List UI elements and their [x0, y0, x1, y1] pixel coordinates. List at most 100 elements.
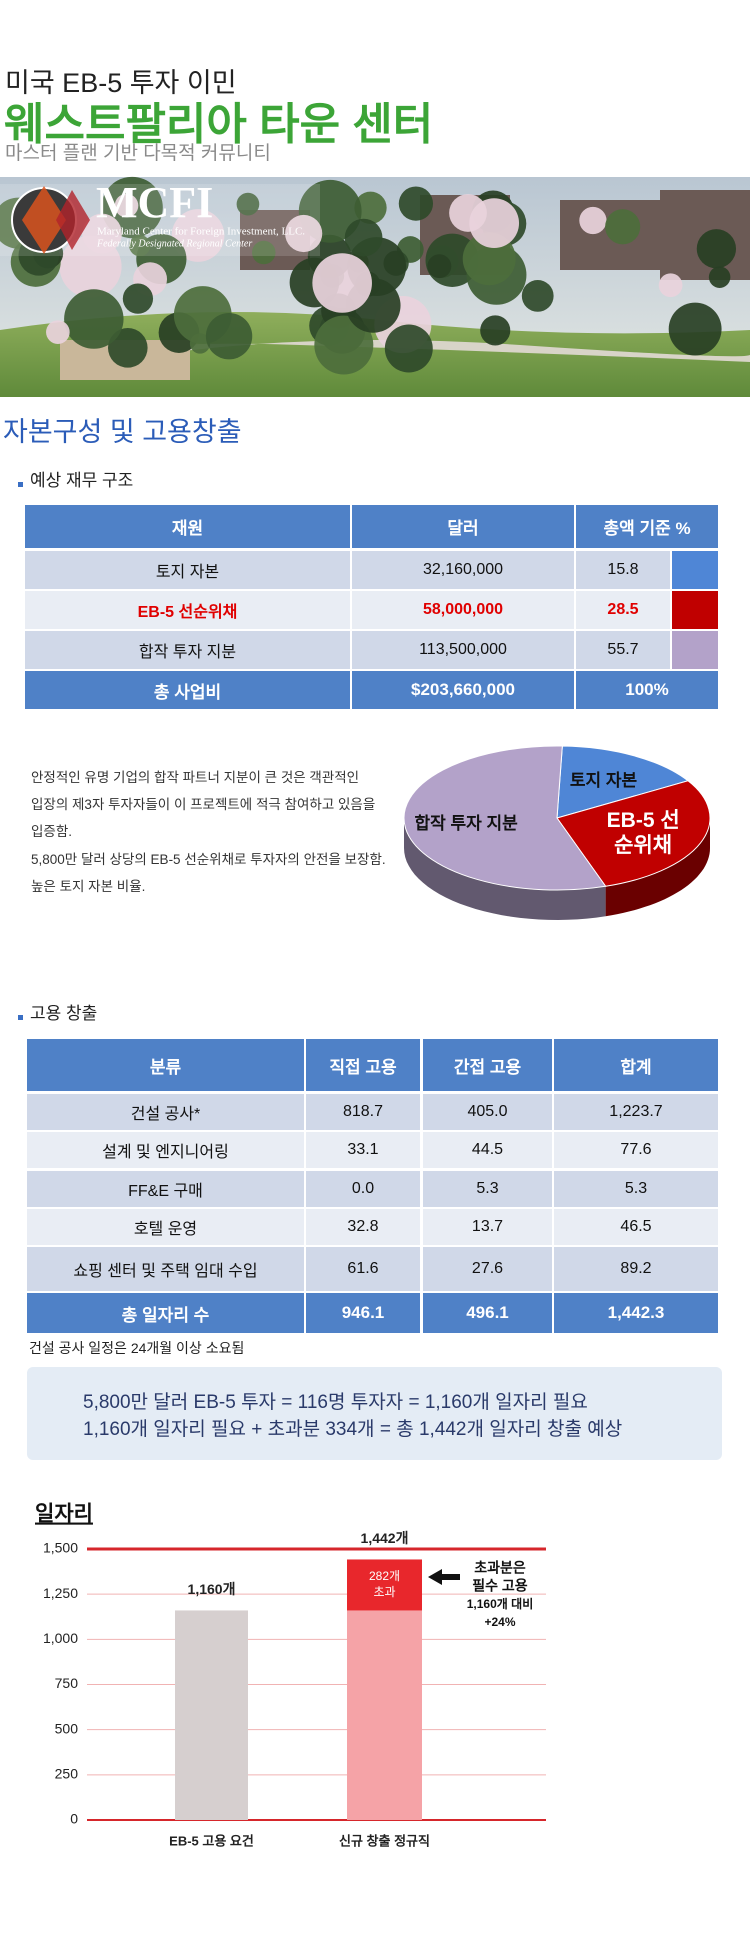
table-cell: 33.1: [306, 1132, 420, 1168]
annotation: 1,160개 대비: [467, 1596, 533, 1611]
table-cell: 직접 고용: [306, 1039, 420, 1091]
tree: [107, 328, 148, 368]
table-cell: 분류: [27, 1039, 304, 1091]
table-cell: EB-5 선순위채: [25, 591, 350, 629]
summary-line: 1,160개 일자리 필요 + 초과분 334개 = 총 1,442개 일자리 …: [83, 1419, 623, 1440]
description-line: 입증함.: [31, 824, 73, 839]
annotation: 필수 고용: [472, 1578, 528, 1594]
annotation: +24%: [484, 1615, 515, 1629]
description-line: 높은 토지 자본 비율.: [31, 879, 146, 894]
tree: [205, 312, 253, 360]
table-cell: 496.1: [423, 1293, 552, 1333]
x-tick-label: EB-5 고용 요건: [169, 1833, 254, 1848]
tree: [129, 234, 151, 257]
color-swatch: [672, 551, 718, 589]
y-tick-label: 1,000: [43, 1630, 78, 1646]
table-cell: 총 일자리 수: [27, 1293, 304, 1333]
table-cell: 간접 고용: [423, 1039, 552, 1091]
table-cell: 건설 공사*: [27, 1094, 304, 1130]
table-cell: 32.8: [306, 1209, 420, 1245]
table-cell: 405.0: [423, 1094, 552, 1130]
color-swatch: [672, 591, 718, 629]
y-tick-label: 250: [55, 1766, 79, 1782]
table-cell: 총 사업비: [25, 671, 350, 709]
y-tick-label: 750: [55, 1675, 79, 1691]
subtitle: 마스터 플랜 기반 다목적 커뮤니티: [5, 143, 271, 164]
excess-bar: [347, 1559, 422, 1611]
table-cell: 27.6: [423, 1247, 552, 1291]
value-label: 1,442개: [361, 1530, 409, 1546]
pie-label: 토지 자본: [569, 770, 638, 790]
table-cell: 1,223.7: [554, 1094, 718, 1130]
blossom-tree: [171, 209, 225, 262]
tree: [398, 186, 434, 221]
main-title: 웨스트팔리아 타운 센터: [4, 100, 434, 149]
tree: [354, 191, 387, 224]
table-cell: 55.7: [576, 631, 670, 669]
chart-title: 일자리: [35, 1503, 93, 1526]
blossom-tree: [46, 320, 70, 344]
pie-slice-side: [404, 818, 606, 920]
table-cell: 총액 기준 %: [576, 505, 718, 548]
pie-slice: [403, 745, 607, 891]
logo-diamond: [56, 190, 90, 250]
pie-slice: [556, 780, 711, 887]
tree: [122, 283, 154, 314]
table-cell: 61.6: [306, 1247, 420, 1291]
tree: [252, 240, 276, 265]
table-cell: 합계: [554, 1039, 718, 1091]
table-cell: 32,160,000: [352, 551, 574, 589]
y-tick-label: 1,250: [43, 1585, 78, 1601]
table-cell: 89.2: [554, 1247, 718, 1291]
table-cell: 재원: [25, 505, 350, 548]
y-tick-label: 0: [70, 1811, 78, 1827]
tree: [696, 229, 737, 269]
blossom-tree: [658, 273, 683, 298]
table-cell: 호텔 운영: [27, 1209, 304, 1245]
description-line: 입장의 제3자 투자자들이 이 프로젝트에 적극 참여하고 있음을: [31, 797, 376, 812]
blossom-tree: [469, 198, 520, 249]
table-cell: 5.3: [554, 1171, 718, 1207]
tree: [384, 324, 433, 373]
table-cell: 113,500,000: [352, 631, 574, 669]
table-cell: 100%: [576, 671, 718, 709]
table-cell: 15.8: [576, 551, 670, 589]
table-cell: 설계 및 엔지니어링: [27, 1132, 304, 1168]
description-line: 5,800만 달러 상당의 EB-5 선순위채로 투자자의 안전을 보장함.: [31, 852, 386, 867]
logo-text: MCFI: [96, 178, 213, 227]
table-cell: 합작 투자 지분: [25, 631, 350, 669]
pie-label: 합작 투자 지분: [414, 814, 518, 834]
blossom-tree: [312, 253, 372, 313]
annotation-arrow: [428, 1569, 460, 1585]
table-cell: FF&E 구매: [27, 1171, 304, 1207]
pie-label: EB-5 선순위채: [606, 808, 680, 857]
tree: [427, 254, 452, 279]
blossom-tree: [82, 213, 122, 254]
tree: [189, 333, 211, 354]
logo-diamond: [22, 186, 66, 254]
blossom-tree: [114, 193, 139, 218]
table-cell: 58,000,000: [352, 591, 574, 629]
table-cell: 0.0: [306, 1171, 420, 1207]
y-tick-label: 1,500: [43, 1540, 78, 1556]
bullet: [18, 482, 23, 487]
bullet: [18, 1015, 23, 1020]
table-cell: 토지 자본: [25, 551, 350, 589]
section-heading: 고용 창출: [30, 1004, 98, 1023]
tree: [605, 209, 641, 245]
pie-slice: [556, 745, 690, 819]
excess-label: 초과: [373, 1585, 395, 1599]
table-cell: 44.5: [423, 1132, 552, 1168]
tree: [480, 315, 511, 346]
kicker: 미국 EB-5 투자 이민: [5, 68, 237, 98]
table-cell: 쇼핑 센터 및 주택 임대 수입: [27, 1247, 304, 1291]
excess-label: 282개: [369, 1569, 400, 1583]
summary-line: 5,800만 달러 EB-5 투자 = 116명 투자자 = 1,160개 일자…: [83, 1392, 588, 1413]
tree: [64, 289, 124, 349]
value-label: 1,160개: [188, 1581, 236, 1597]
tree: [344, 218, 383, 257]
blossom-tree: [285, 214, 323, 253]
annotation: 초과분은: [474, 1560, 526, 1576]
